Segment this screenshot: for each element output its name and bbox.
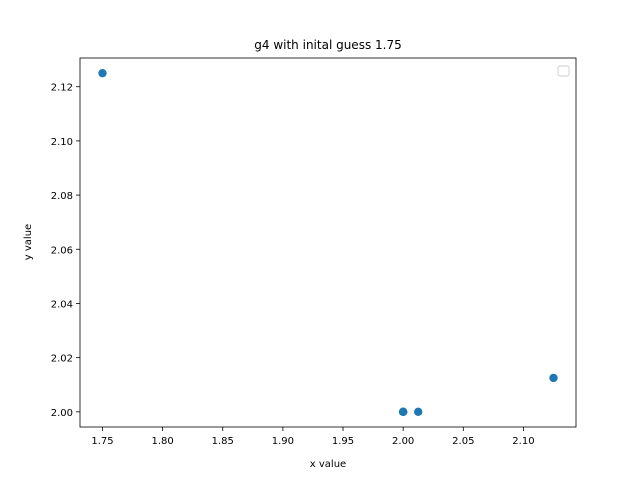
x-axis-label: x value bbox=[310, 459, 346, 470]
data-points bbox=[98, 68, 558, 417]
data-point bbox=[98, 68, 107, 78]
y-tick-label: 2.10 bbox=[51, 137, 73, 148]
y-tick-label: 2.12 bbox=[51, 83, 73, 94]
x-tick-label: 2.10 bbox=[512, 436, 534, 447]
y-tick-label: 2.00 bbox=[51, 408, 73, 419]
axes-frame bbox=[79, 57, 577, 428]
y-tick-label: 2.06 bbox=[51, 245, 73, 256]
x-tick-label: 1.80 bbox=[151, 436, 173, 447]
x-tick-label: 1.95 bbox=[332, 436, 354, 447]
legend-box bbox=[557, 65, 570, 77]
legend-marker-box bbox=[557, 65, 570, 77]
y-axis: 2.00 2.02 2.04 2.06 2.08 2.10 2.12 bbox=[51, 83, 80, 419]
data-point bbox=[398, 407, 408, 417]
y-axis-label: y value bbox=[23, 224, 34, 260]
x-tick-label: 2.00 bbox=[392, 436, 414, 447]
y-tick-label: 2.08 bbox=[51, 191, 73, 202]
x-tick-label: 1.90 bbox=[272, 436, 294, 447]
chart-title: g4 with inital guess 1.75 bbox=[254, 38, 401, 52]
y-tick-label: 2.02 bbox=[51, 354, 73, 365]
x-axis: 1.75 1.80 1.85 1.90 1.95 2.00 2.05 2.10 bbox=[91, 427, 535, 447]
x-tick-label: 1.75 bbox=[91, 436, 113, 447]
y-tick-label: 2.04 bbox=[51, 299, 73, 310]
x-tick-label: 2.05 bbox=[452, 436, 474, 447]
data-point bbox=[414, 407, 423, 417]
data-point bbox=[549, 373, 558, 383]
x-tick-label: 1.85 bbox=[212, 436, 234, 447]
